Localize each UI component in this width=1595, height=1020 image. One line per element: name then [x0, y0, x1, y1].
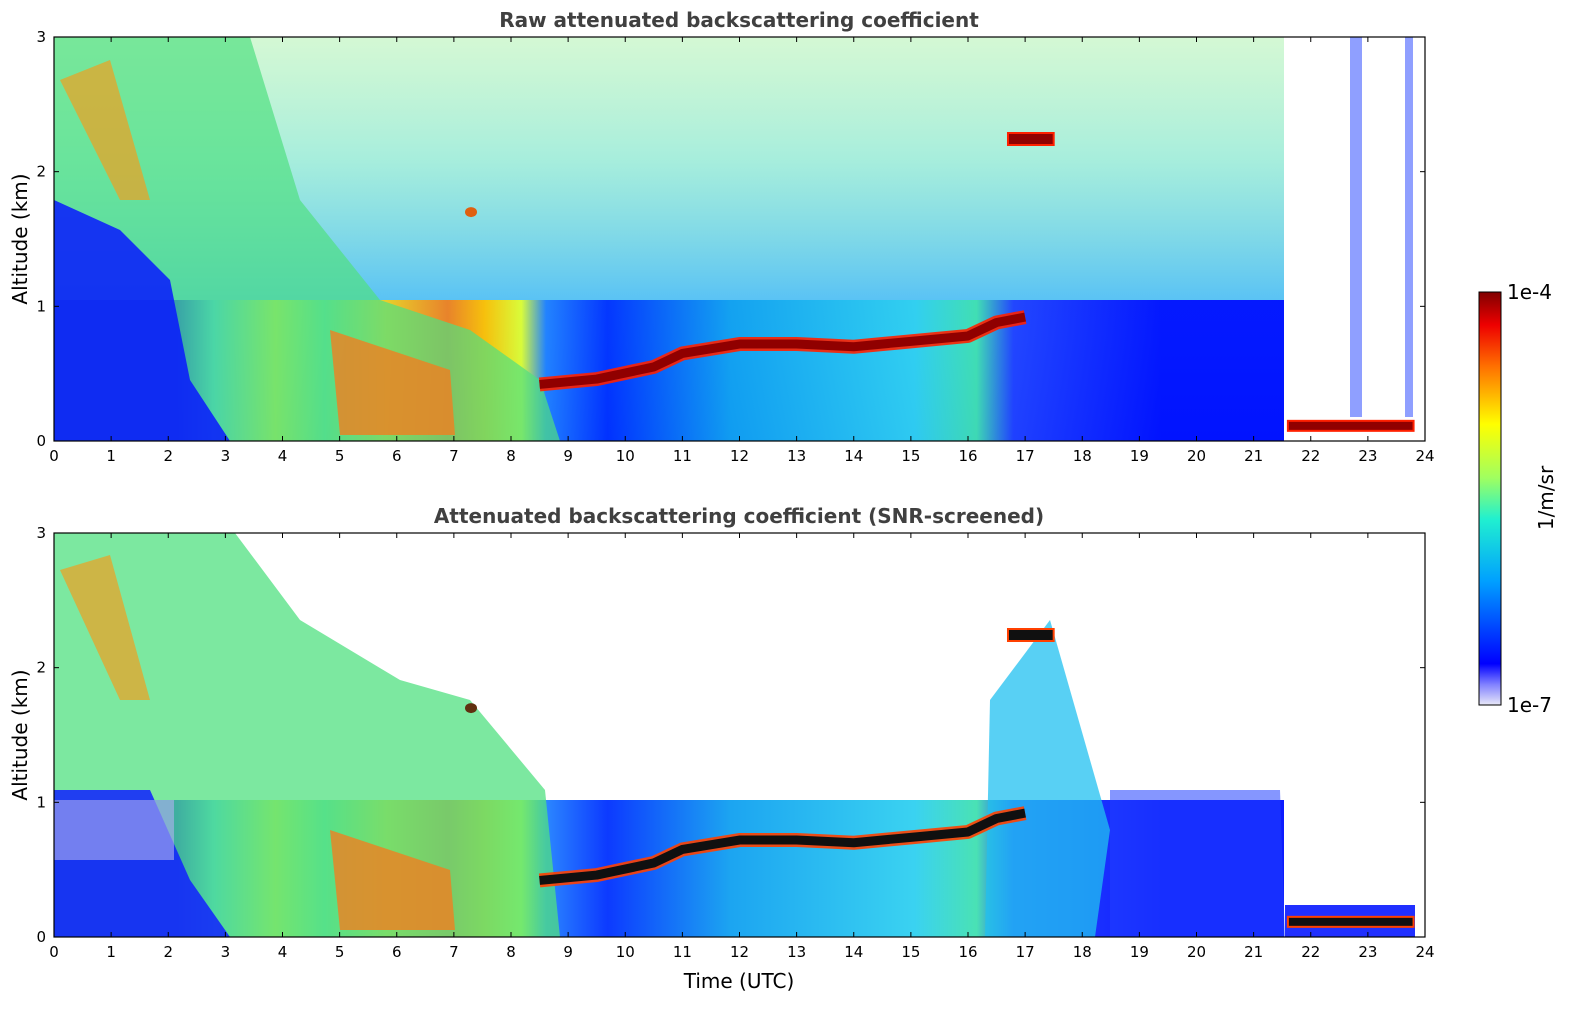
- snr-x-tick-label: 14: [844, 943, 863, 961]
- raw-x-tick-label: 22: [1301, 447, 1320, 465]
- snr-x-tick-label: 7: [449, 943, 459, 961]
- raw-x-tick-label: 17: [1016, 447, 1035, 465]
- snr-plume-late: [985, 620, 1110, 937]
- raw-low-cloud: [1286, 419, 1415, 432]
- raw-x-tick-label: 10: [616, 447, 635, 465]
- raw-heatmap: [54, 37, 1425, 441]
- snr-late-clear: [1285, 533, 1425, 903]
- raw-x-tick-label: 19: [1130, 447, 1149, 465]
- snr-y-tick-label: 3: [36, 524, 46, 542]
- snr-x-tick-label: 9: [563, 943, 573, 961]
- colorbar-unit-label: 1/m/sr: [1534, 465, 1558, 530]
- raw-x-tick-label: 8: [506, 447, 516, 465]
- raw-elevated-cloud: [1006, 132, 1055, 146]
- raw-x-tick-label: 1: [106, 447, 116, 465]
- snr-cloud-features: [465, 628, 1415, 928]
- raw-late-noise-strip2: [1405, 37, 1413, 417]
- snr-x-tick-label: 10: [616, 943, 635, 961]
- raw-x-tick-label: 18: [1073, 447, 1092, 465]
- snr-x-tick-label: 13: [787, 943, 806, 961]
- snr-x-tick-label: 23: [1358, 943, 1377, 961]
- snr-low-noise-left: [54, 800, 174, 860]
- raw-x-tick-label: 7: [449, 447, 459, 465]
- raw-x-tick-label: 0: [49, 447, 59, 465]
- raw-late-noise-strip: [1350, 37, 1362, 417]
- snr-panel: Attenuated backscattering coefficient (S…: [8, 504, 1435, 993]
- snr-x-tick-label: 2: [163, 943, 173, 961]
- raw-panel: Raw attenuated backscattering coefficien…: [8, 8, 1435, 465]
- snr-x-tick-label: 0: [49, 943, 59, 961]
- raw-x-tick-label: 2: [163, 447, 173, 465]
- snr-y-tick-label: 2: [36, 659, 46, 677]
- snr-x-tick-label: 20: [1187, 943, 1206, 961]
- snr-x-tick-label: 6: [392, 943, 402, 961]
- raw-x-tick-label: 14: [844, 447, 863, 465]
- snr-y-tick-label: 0: [36, 928, 46, 946]
- snr-low-cloud: [1286, 915, 1415, 928]
- raw-y-tick-label: 2: [36, 163, 46, 181]
- raw-x-tick-label: 13: [787, 447, 806, 465]
- raw-plume-left-blue: [54, 200, 230, 441]
- snr-plume-early: [54, 533, 560, 937]
- colorbar-gradient: [1478, 291, 1502, 706]
- raw-plume-orange: [60, 60, 150, 200]
- raw-plume-yellow: [330, 330, 455, 435]
- raw-y-axis: 0 1 2 3: [36, 28, 1425, 450]
- snr-x-tick-label: 12: [730, 943, 749, 961]
- snr-late-noise: [1110, 790, 1285, 937]
- raw-x-tick-label: 23: [1358, 447, 1377, 465]
- raw-cloud-base-line: [539, 312, 1026, 389]
- raw-x-axis: 0 1 2 3 4 5 6 7 8 9 10 11 12 13 14 15 16 17 18 19 20 21 22 23 24: [49, 37, 1435, 465]
- colorbar-min-label: 1e-7: [1507, 693, 1552, 717]
- snr-plume-orange: [60, 555, 150, 700]
- raw-x-tick-label: 3: [221, 447, 231, 465]
- snr-y-tick-label: 1: [36, 793, 46, 811]
- raw-x-tick-label: 15: [901, 447, 920, 465]
- snr-x-axis: 0 1 2 3 4 5 6 7 8 9 10 11 12 13 14 15 16 17 18 19 20 21 22 23 24: [49, 533, 1435, 961]
- snr-x-tick-label: 5: [335, 943, 345, 961]
- raw-x-tick-label: 24: [1415, 447, 1434, 465]
- snr-x-tick-label: 4: [278, 943, 288, 961]
- raw-x-tick-label: 9: [563, 447, 573, 465]
- snr-x-tick-label: 16: [958, 943, 977, 961]
- snr-x-tick-label: 1: [106, 943, 116, 961]
- snr-x-tick-label: 8: [506, 943, 516, 961]
- raw-x-tick-label: 11: [673, 447, 692, 465]
- raw-y-tick-label: 3: [36, 28, 46, 46]
- snr-panel-title: Attenuated backscattering coefficient (S…: [434, 504, 1044, 528]
- snr-x-tick-label: 21: [1244, 943, 1263, 961]
- colorbar-max-label: 1e-4: [1507, 280, 1552, 304]
- snr-elevated-cloud: [1006, 628, 1055, 642]
- raw-x-tick-label: 4: [278, 447, 288, 465]
- raw-cloud-features: [465, 132, 1415, 432]
- snr-cloud-base-line: [539, 808, 1026, 885]
- colorbar: 1e-4 1e-7 1/m/sr: [1478, 280, 1558, 717]
- raw-y-tick-label: 0: [36, 432, 46, 450]
- raw-x-tick-label: 12: [730, 447, 749, 465]
- snr-x-tick-label: 11: [673, 943, 692, 961]
- raw-x-tick-label: 20: [1187, 447, 1206, 465]
- raw-x-tick-label: 21: [1244, 447, 1263, 465]
- snr-heatmap: [54, 533, 1425, 937]
- snr-x-axis-label: Time (UTC): [683, 969, 795, 993]
- snr-x-tick-label: 22: [1301, 943, 1320, 961]
- snr-x-tick-label: 17: [1016, 943, 1035, 961]
- raw-x-tick-label: 5: [335, 447, 345, 465]
- snr-y-axis: 0 1 2 3: [36, 524, 1425, 946]
- snr-x-tick-label: 24: [1415, 943, 1434, 961]
- raw-x-tick-label: 6: [392, 447, 402, 465]
- snr-x-tick-label: 3: [221, 943, 231, 961]
- raw-small-cloud: [465, 207, 478, 218]
- raw-panel-title: Raw attenuated backscattering coefficien…: [499, 8, 979, 32]
- snr-y-axis-label: Altitude (km): [8, 669, 32, 800]
- snr-x-tick-label: 18: [1073, 943, 1092, 961]
- raw-x-tick-label: 16: [958, 447, 977, 465]
- snr-small-cloud: [465, 703, 478, 714]
- snr-x-tick-label: 19: [1130, 943, 1149, 961]
- snr-plume-yellow: [330, 830, 455, 930]
- raw-y-tick-label: 1: [36, 297, 46, 315]
- raw-y-axis-label: Altitude (km): [8, 173, 32, 304]
- snr-x-tick-label: 15: [901, 943, 920, 961]
